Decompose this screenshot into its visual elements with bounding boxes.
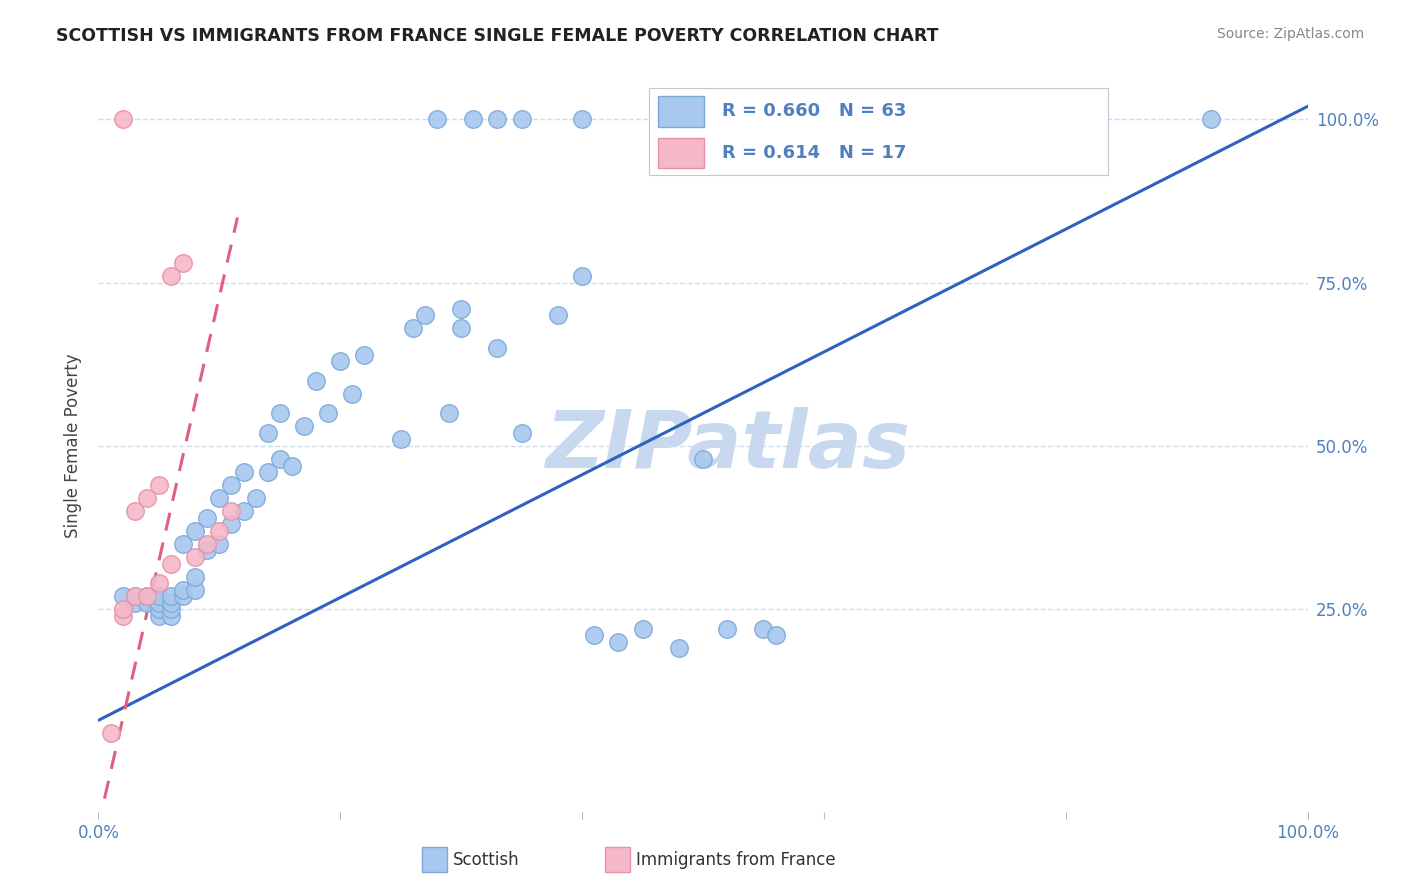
Point — [124, 589, 146, 603]
Point — [450, 301, 472, 316]
Point — [571, 112, 593, 127]
Point — [184, 569, 207, 583]
Point — [208, 524, 231, 538]
Point — [160, 608, 183, 623]
Point — [607, 635, 630, 649]
Point — [752, 622, 775, 636]
Point — [160, 596, 183, 610]
Y-axis label: Single Female Poverty: Single Female Poverty — [65, 354, 83, 538]
Point — [172, 582, 194, 597]
Point — [353, 348, 375, 362]
Text: Source: ZipAtlas.com: Source: ZipAtlas.com — [1216, 27, 1364, 41]
Point — [195, 537, 218, 551]
Point — [208, 491, 231, 506]
Point — [160, 557, 183, 571]
Point — [269, 406, 291, 420]
Point — [510, 425, 533, 440]
Point — [342, 386, 364, 401]
Point — [765, 628, 787, 642]
Point — [172, 537, 194, 551]
Point — [111, 112, 134, 127]
Text: SCOTTISH VS IMMIGRANTS FROM FRANCE SINGLE FEMALE POVERTY CORRELATION CHART: SCOTTISH VS IMMIGRANTS FROM FRANCE SINGL… — [56, 27, 939, 45]
Point — [160, 269, 183, 284]
Point — [571, 269, 593, 284]
Point — [305, 374, 328, 388]
Point — [486, 341, 509, 355]
Point — [389, 433, 412, 447]
Text: Immigrants from France: Immigrants from France — [636, 851, 835, 869]
Point — [221, 504, 243, 518]
Point — [135, 589, 157, 603]
Point — [148, 596, 170, 610]
Point — [184, 549, 207, 564]
Point — [692, 452, 714, 467]
Point — [510, 112, 533, 127]
Point — [148, 478, 170, 492]
Point — [172, 589, 194, 603]
Point — [184, 582, 207, 597]
Point — [148, 576, 170, 591]
Point — [463, 112, 485, 127]
Point — [160, 602, 183, 616]
Point — [208, 537, 231, 551]
Point — [450, 321, 472, 335]
Point — [135, 596, 157, 610]
Point — [292, 419, 315, 434]
Text: Scottish: Scottish — [453, 851, 519, 869]
Point — [329, 354, 352, 368]
Point — [716, 622, 738, 636]
Point — [486, 112, 509, 127]
Point — [281, 458, 304, 473]
Point — [232, 504, 254, 518]
Point — [221, 517, 243, 532]
Point — [1199, 112, 1222, 127]
Point — [172, 256, 194, 270]
Point — [100, 726, 122, 740]
Point — [426, 112, 449, 127]
Point — [111, 608, 134, 623]
Point — [124, 589, 146, 603]
Point — [148, 589, 170, 603]
Point — [195, 511, 218, 525]
Point — [402, 321, 425, 335]
Point — [160, 589, 183, 603]
Point — [256, 465, 278, 479]
Point — [111, 602, 134, 616]
Point — [148, 602, 170, 616]
Point — [437, 406, 460, 420]
Point — [135, 491, 157, 506]
Point — [124, 596, 146, 610]
Point — [256, 425, 278, 440]
Point — [269, 452, 291, 467]
Point — [111, 589, 134, 603]
Point — [195, 543, 218, 558]
Text: ZIPatlas: ZIPatlas — [544, 407, 910, 485]
Point — [221, 478, 243, 492]
Point — [631, 622, 654, 636]
Point — [668, 641, 690, 656]
Point — [583, 628, 606, 642]
Point — [184, 524, 207, 538]
Point — [135, 589, 157, 603]
Point — [148, 608, 170, 623]
Point — [316, 406, 339, 420]
Point — [413, 309, 436, 323]
Point — [124, 504, 146, 518]
Point — [232, 465, 254, 479]
Point — [245, 491, 267, 506]
Point — [547, 309, 569, 323]
